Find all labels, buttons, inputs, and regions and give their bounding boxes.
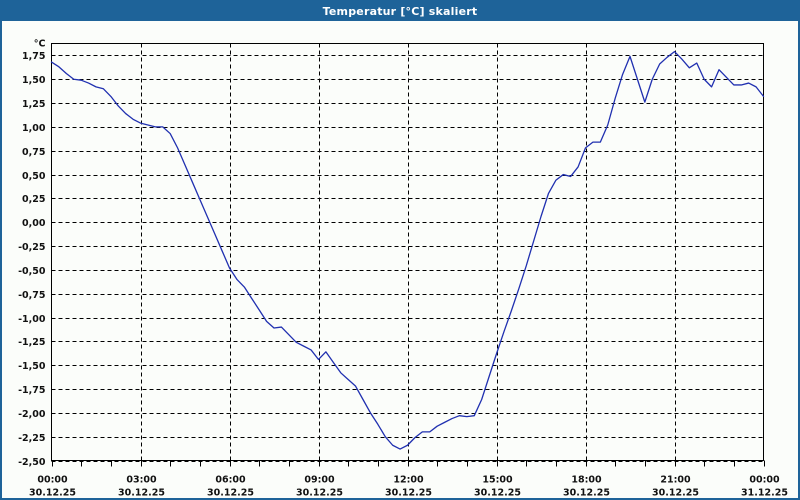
x-axis-time-label: 03:00 bbox=[126, 475, 157, 486]
y-axis-tick-label: 0,00 bbox=[22, 218, 46, 229]
chart-canvas: 1,75 1,50 1,25 1,00 0,75 0,50 0,25 0,00 -0,25 -0,… bbox=[2, 21, 798, 498]
y-axis-tick-label: -2,25 bbox=[18, 433, 45, 444]
x-axis-time-label: 00:00 bbox=[37, 475, 68, 486]
x-axis-date-label: 30.12.25 bbox=[563, 488, 610, 499]
x-axis-time-label: 15:00 bbox=[482, 475, 513, 486]
x-axis-time-label: 06:00 bbox=[215, 475, 246, 486]
y-axis-labels: 1,75 1,50 1,25 1,00 0,75 0,50 0,25 0,00 -0,25 -0,… bbox=[18, 51, 46, 468]
x-axis-time-label: 21:00 bbox=[660, 475, 691, 486]
x-axis-date-label: 30.12.25 bbox=[207, 488, 254, 499]
x-axis-date-label: 30.12.25 bbox=[385, 488, 432, 499]
x-axis-date-label: 30.12.25 bbox=[474, 488, 521, 499]
temperature-series-line bbox=[50, 50, 765, 450]
y-axis-tick-label: 1,25 bbox=[22, 99, 45, 110]
y-axis-tick-label: -0,50 bbox=[18, 266, 46, 277]
y-axis-unit-label: °C bbox=[34, 39, 46, 50]
plot-frame bbox=[50, 42, 765, 462]
vertical-gridlines bbox=[141, 43, 676, 461]
y-axis-tick-label: 0,50 bbox=[22, 171, 46, 182]
y-axis-tick-label: 1,75 bbox=[22, 51, 45, 62]
x-axis-time-label: 12:00 bbox=[393, 475, 424, 486]
x-axis-date-label: 31.12.25 bbox=[741, 488, 788, 499]
y-axis-tick-label: 1,50 bbox=[22, 75, 46, 86]
x-axis-tick-marks bbox=[52, 460, 765, 467]
y-axis-tick-label: 0,75 bbox=[22, 147, 45, 158]
x-axis-time-label: 00:00 bbox=[749, 475, 780, 486]
y-axis-tick-label: -1,75 bbox=[18, 385, 45, 396]
x-axis-date-label: 30.12.25 bbox=[296, 488, 343, 499]
y-axis-tick-label: 0,25 bbox=[22, 194, 45, 205]
x-axis-time-label: 09:00 bbox=[304, 475, 335, 486]
y-axis-tick-label: -1,50 bbox=[18, 361, 46, 372]
page-title: Temperatur [°C] skaliert bbox=[322, 5, 478, 18]
y-axis-tick-label: -0,75 bbox=[18, 290, 45, 301]
y-axis-tick-label: -0,25 bbox=[18, 242, 45, 253]
y-axis-tick-label: -2,50 bbox=[18, 457, 46, 468]
x-axis-date-label: 30.12.25 bbox=[118, 488, 165, 499]
x-axis-date-label: 30.12.25 bbox=[29, 488, 76, 499]
x-axis-labels: 00:00 30.12.25 03:00 30.12.25 06:00 30.12.25 0… bbox=[29, 475, 788, 499]
window-title-bar: Temperatur [°C] skaliert bbox=[2, 2, 798, 21]
horizontal-gridlines bbox=[51, 55, 764, 462]
x-axis-time-label: 18:00 bbox=[571, 475, 602, 486]
x-axis-date-label: 30.12.25 bbox=[652, 488, 699, 499]
y-axis-tick-label: -2,00 bbox=[18, 409, 46, 420]
temperature-line-chart: 1,75 1,50 1,25 1,00 0,75 0,50 0,25 0,00 -0,25 -0,… bbox=[18, 39, 788, 499]
y-axis-tick-label: 1,00 bbox=[22, 123, 46, 134]
y-axis-tick-label: -1,00 bbox=[18, 314, 46, 325]
y-axis-tick-label: -1,25 bbox=[18, 337, 45, 348]
